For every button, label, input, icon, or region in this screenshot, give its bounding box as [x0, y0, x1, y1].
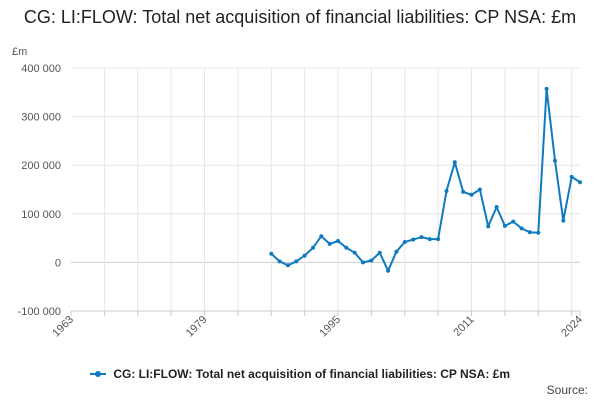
data-point	[386, 268, 391, 273]
data-point	[469, 192, 474, 197]
data-point	[294, 259, 299, 264]
source-label: Source:	[546, 383, 588, 397]
series-layer	[269, 86, 582, 273]
x-tick-label: 1979	[184, 314, 210, 340]
data-point	[502, 223, 507, 228]
data-point	[511, 219, 516, 224]
y-axis-unit-label: £m	[12, 46, 27, 58]
data-point	[377, 250, 382, 255]
data-point	[427, 237, 432, 242]
data-point	[411, 237, 416, 242]
legend: CG: LI:FLOW: Total net acquisition of fi…	[0, 367, 600, 381]
data-point	[419, 235, 424, 240]
data-point	[477, 187, 482, 192]
data-point	[436, 237, 441, 242]
data-point	[369, 258, 374, 263]
x-tick-label: 1995	[317, 314, 343, 340]
data-point	[302, 253, 307, 258]
x-tick-label: 2024	[559, 314, 585, 340]
data-point	[544, 86, 549, 91]
legend-swatch-icon	[89, 370, 106, 377]
data-point	[519, 226, 524, 231]
gridlines	[71, 67, 580, 312]
data-point	[452, 160, 457, 165]
data-point	[269, 251, 274, 256]
data-point	[311, 245, 315, 250]
legend-series-label: CG: LI:FLOW: Total net acquisition of fi…	[113, 367, 511, 381]
data-point	[561, 218, 566, 223]
data-point	[444, 189, 449, 193]
data-point	[394, 249, 399, 254]
data-point	[336, 239, 340, 243]
data-point	[527, 230, 532, 235]
chart-title: CG: LI:FLOW: Total net acquisition of fi…	[23, 7, 577, 27]
data-point	[402, 240, 407, 244]
data-point	[578, 180, 582, 185]
y-tick-label: 100 000	[21, 209, 61, 221]
data-point	[344, 245, 349, 250]
y-tick-label: 200 000	[21, 160, 61, 172]
data-point	[486, 224, 491, 229]
data-point	[327, 241, 332, 246]
y-tick-label: 0	[55, 257, 61, 269]
data-point	[277, 259, 282, 264]
data-point	[536, 230, 541, 235]
data-point	[461, 189, 466, 194]
data-point	[319, 234, 324, 239]
y-tick-label: 300 000	[21, 112, 61, 124]
data-point	[569, 174, 574, 179]
y-tick-label: 400 000	[21, 63, 61, 75]
data-point	[352, 250, 357, 255]
data-point	[361, 260, 365, 265]
x-tick-label: 2011	[451, 314, 476, 339]
data-point	[494, 205, 499, 209]
y-tick-label: -100 000	[18, 306, 61, 318]
data-point	[553, 158, 557, 163]
data-point	[286, 263, 290, 268]
